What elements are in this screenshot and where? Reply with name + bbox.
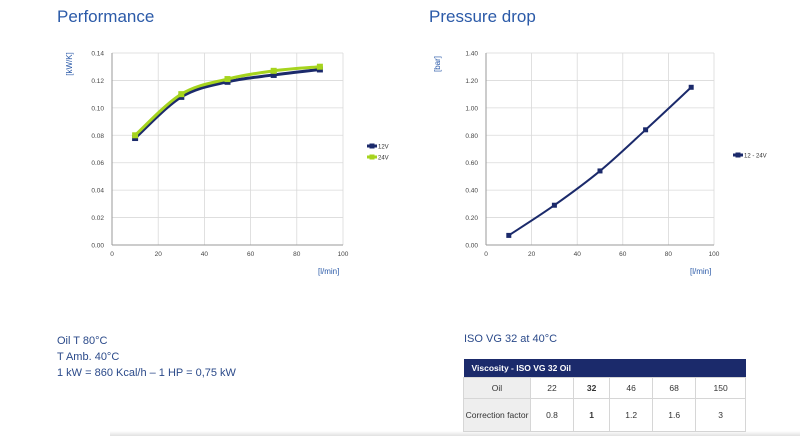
- performance-chart: 0.00 0.02 0.04 0.06 0.08 0.10 0.12 0.14 0 20 40 60 8…: [65, 51, 389, 277]
- note-unit-conversion: 1 kW = 860 Kcal/h – 1 HP = 0,75 kW: [57, 367, 236, 379]
- iso-label: ISO VG 32 at 40°C: [464, 333, 558, 345]
- pressure-drop-title: Pressure drop: [429, 7, 536, 26]
- x-tick-label: 100: [709, 251, 720, 258]
- data-point: [643, 127, 649, 133]
- legend-marker: [369, 143, 375, 149]
- data-point: [688, 84, 694, 90]
- notes: Oil T 80°C T Amb. 40°C 1 kW = 860 Kcal/h…: [57, 333, 236, 381]
- pressure-drop-chart: 0.00 0.20 0.40 0.60 0.80 1.00 1.20 1.40 0 20 40 60 8…: [433, 51, 767, 277]
- x-tick-label: 60: [247, 251, 255, 258]
- oil-cell: 150: [695, 377, 746, 399]
- x-axis-label: [l/min]: [690, 267, 711, 276]
- y-axis-label: [bar]: [433, 56, 442, 72]
- data-point: [224, 76, 231, 83]
- x-tick-label: 80: [293, 251, 301, 258]
- oil-cell: 68: [652, 377, 697, 399]
- data-point: [270, 71, 277, 78]
- y-tick-label: 0.60: [465, 160, 478, 167]
- y-tick-label: 0.08: [91, 133, 104, 140]
- correction-cell: 0.8: [530, 398, 574, 432]
- viscosity-table-header: Viscosity - ISO VG 32 Oil: [463, 359, 746, 378]
- data-point: [597, 168, 603, 174]
- y-tick-label: 0.20: [465, 215, 478, 222]
- legend-marker: [369, 154, 375, 160]
- data-point: [316, 63, 323, 70]
- legend-label: 24V: [378, 156, 389, 162]
- y-tick-label: 1.00: [465, 105, 478, 112]
- x-tick-label: 100: [338, 251, 349, 258]
- x-tick-label: 40: [201, 251, 209, 258]
- y-tick-label: 0.10: [91, 105, 104, 112]
- data-point: [178, 91, 185, 98]
- data-point: [551, 202, 557, 208]
- note-ambient-temp: T Amb. 40°C: [57, 351, 120, 363]
- correction-cell: 3: [695, 398, 746, 432]
- y-tick-label: 0.04: [91, 188, 104, 195]
- correction-cell: 1: [572, 398, 611, 432]
- x-tick-label: 20: [528, 251, 536, 258]
- x-tick-label: 60: [619, 251, 627, 258]
- y-tick-label: 0.00: [465, 243, 478, 250]
- x-tick-label: 0: [484, 251, 488, 258]
- data-point: [270, 67, 277, 74]
- series-line: [508, 86, 692, 237]
- y-axis-label: [kW/K]: [65, 52, 74, 76]
- correction-cell: 1.2: [609, 398, 654, 432]
- viscosity-table: Viscosity - ISO VG 32 Oil Oil 22 32 46 6…: [463, 359, 746, 432]
- y-tick-label: 0.06: [91, 160, 104, 167]
- legend-marker: [735, 152, 741, 158]
- oil-cell: 22: [530, 377, 574, 399]
- table-row: Correction factor 0.8 1 1.2 1.6 3: [463, 398, 746, 432]
- y-tick-label: 0.02: [91, 215, 104, 222]
- x-tick-label: 0: [110, 251, 114, 258]
- bottom-shadow: [110, 431, 800, 436]
- data-point: [132, 132, 139, 139]
- y-tick-label: 0.12: [91, 78, 104, 85]
- y-tick-label: 1.40: [465, 51, 478, 58]
- x-tick-label: 20: [155, 251, 163, 258]
- data-point: [506, 232, 512, 238]
- legend-label: 12V: [378, 145, 389, 151]
- row-label-oil: Oil: [463, 377, 531, 399]
- y-tick-label: 0.00: [91, 243, 104, 250]
- note-oil-temp: Oil T 80°C: [57, 335, 108, 347]
- x-axis-label: [l/min]: [318, 267, 339, 276]
- correction-cell: 1.6: [652, 398, 697, 432]
- performance-title: Performance: [57, 7, 155, 26]
- oil-cell: 46: [609, 377, 654, 399]
- legend-label: 12 - 24V: [744, 154, 767, 160]
- y-tick-label: 0.80: [465, 133, 478, 140]
- x-tick-label: 80: [665, 251, 673, 258]
- oil-cell: 32: [572, 377, 611, 399]
- row-label-correction-factor: Correction factor: [463, 398, 531, 432]
- y-tick-label: 0.40: [465, 188, 478, 195]
- table-row: Oil 22 32 46 68 150: [463, 377, 746, 399]
- y-tick-label: 0.14: [91, 51, 104, 58]
- y-tick-label: 1.20: [465, 78, 478, 85]
- x-tick-label: 40: [574, 251, 582, 258]
